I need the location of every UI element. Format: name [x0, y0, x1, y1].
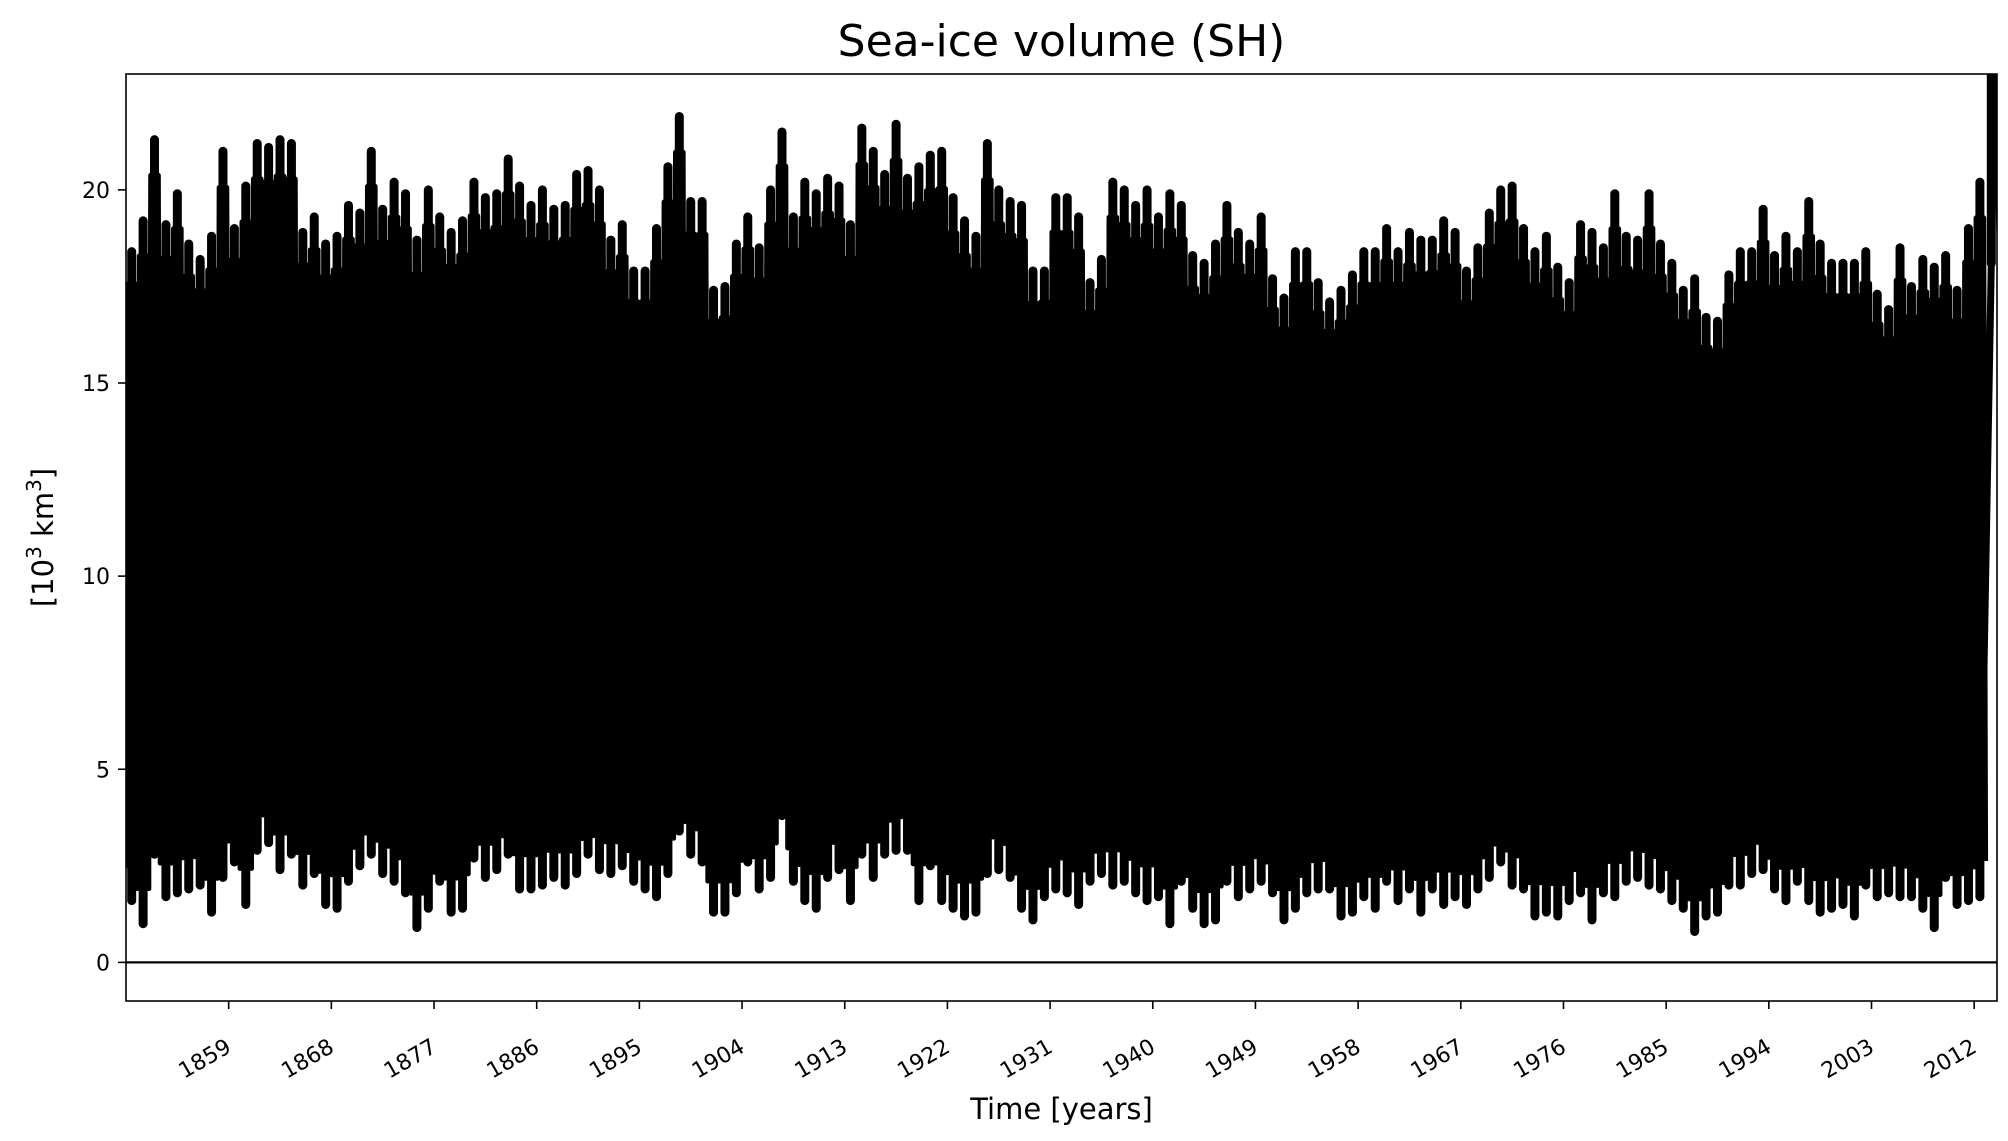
- y-axis: 0 5 10 15 20: [82, 179, 126, 976]
- y-tick-label-0: 0: [96, 951, 110, 976]
- y-tick-label-5: 5: [96, 758, 110, 783]
- y-axis-label-end: ]: [26, 468, 60, 479]
- year-2012-transition: [1976, 259, 1995, 901]
- y-axis-label-superscript-unit: 3: [22, 479, 46, 492]
- y-tick-label-20: 20: [82, 179, 110, 204]
- plot-area: [125, 73, 1998, 1002]
- chart-title: Sea-ice volume (SH): [838, 16, 1286, 67]
- y-axis-label-base: [10: [26, 559, 60, 607]
- x-axis-label: Time [years]: [969, 1092, 1153, 1126]
- y-axis-label-superscript: 3: [22, 546, 46, 559]
- y-tick-label-10: 10: [82, 565, 110, 590]
- y-tick-label-15: 15: [82, 372, 110, 397]
- plot-frame: [125, 73, 1998, 1002]
- y-axis-label: [103 km3]: [22, 468, 60, 607]
- series-layer: [126, 74, 1997, 936]
- y-axis-label-unit: km: [26, 492, 60, 546]
